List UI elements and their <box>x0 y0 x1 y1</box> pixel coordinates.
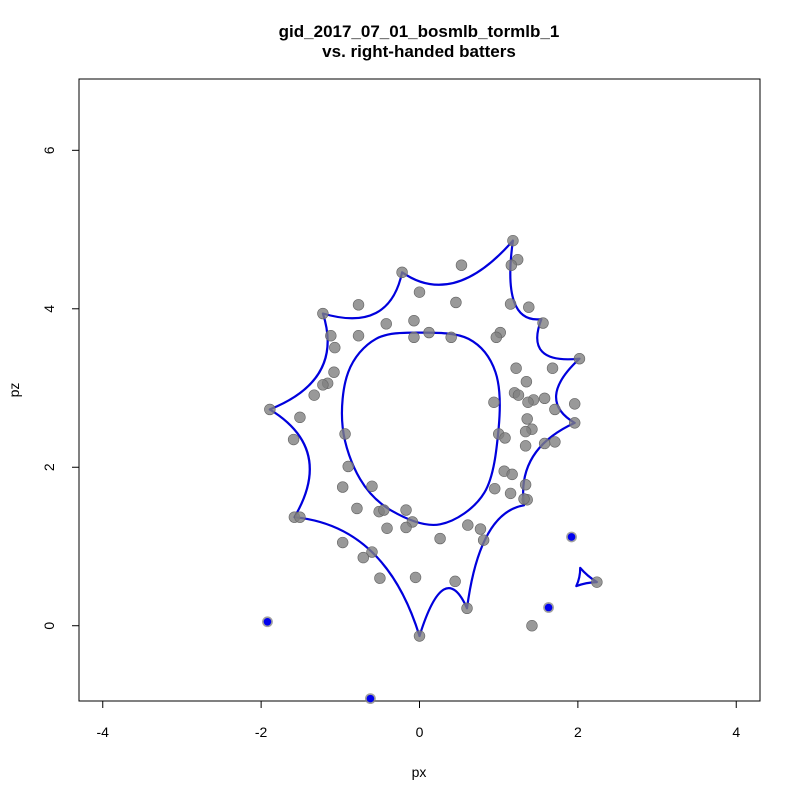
pitch-point <box>538 392 551 405</box>
pitch-point <box>329 341 341 354</box>
pitch-point <box>462 519 474 531</box>
pitch-point <box>546 362 559 374</box>
y-axis: 0 2 4 6 <box>41 146 80 630</box>
pitch-point <box>366 480 378 492</box>
x-tick-label: -2 <box>255 724 268 740</box>
pitch-point <box>549 403 561 416</box>
pitch-point <box>518 493 530 505</box>
pitch-point <box>474 523 487 535</box>
pitch-point <box>336 536 349 549</box>
pitch-point <box>325 330 337 342</box>
pitch-point <box>504 487 517 500</box>
pitch-point <box>328 366 340 378</box>
x-tick-label: 2 <box>574 724 582 740</box>
y-tick-label: 6 <box>41 146 57 154</box>
pitch-point <box>400 521 412 534</box>
x-tick-label: 0 <box>416 724 424 740</box>
pitch-point <box>351 502 363 515</box>
x-axis: -4 -2 0 2 4 <box>97 700 740 740</box>
pitch-point <box>506 468 518 481</box>
pitch-point <box>445 331 457 344</box>
pitch-point <box>537 317 549 329</box>
pitch-point <box>512 389 525 401</box>
pitch-point <box>519 440 532 452</box>
pitch-point <box>264 403 276 416</box>
pitch-point <box>455 259 468 271</box>
pitch-point <box>380 318 392 330</box>
pitch-point <box>374 572 386 584</box>
pitch-point-highlight <box>544 603 553 612</box>
pitch-point <box>336 481 349 493</box>
pitch-point <box>450 296 462 309</box>
pitch-point <box>434 532 446 545</box>
pitch-point <box>569 398 581 410</box>
y-axis-label: pz <box>6 383 22 398</box>
x-tick-label: 4 <box>732 724 740 740</box>
pitch-point <box>352 330 365 342</box>
pitch-point <box>339 428 351 440</box>
pitch-point <box>520 375 533 388</box>
pitch-point <box>317 307 329 320</box>
chart-subtitle: vs. right-handed batters <box>322 42 516 61</box>
pitch-point-highlight <box>263 617 272 626</box>
pitch-point <box>342 460 354 473</box>
pitch-point <box>549 436 561 448</box>
pitch-point <box>396 266 408 279</box>
y-tick-label: 0 <box>41 622 57 630</box>
y-tick-label: 4 <box>41 305 57 313</box>
chart-title: gid_2017_07_01_bosmlb_tormlb_1 <box>279 22 560 41</box>
pitch-point <box>519 425 532 438</box>
pitch-point <box>378 504 390 516</box>
pitch-point <box>591 576 603 588</box>
y-tick-label: 2 <box>41 463 57 471</box>
pitch-point <box>287 433 300 446</box>
pitch-point <box>523 301 535 313</box>
pitch-point <box>408 314 420 327</box>
boundary-inner <box>340 331 501 526</box>
pitch-point-highlight <box>366 694 375 703</box>
pitch-point <box>477 534 490 546</box>
pitch-point <box>366 546 378 558</box>
pitch-point <box>413 286 426 298</box>
pitch-points <box>262 234 603 705</box>
pitch-point <box>488 396 500 408</box>
pitch-point <box>522 396 534 408</box>
pitch-point <box>489 482 501 495</box>
pitch-point-highlight <box>567 533 576 541</box>
boundary-small-triangle <box>575 566 598 588</box>
pitch-point <box>308 389 320 401</box>
pitch-point <box>507 234 519 247</box>
pitch-point <box>317 379 329 391</box>
pitch-point <box>413 630 426 642</box>
pitch-point <box>519 478 532 491</box>
pitch-point <box>461 602 473 614</box>
pitch-point <box>538 437 551 450</box>
pitch-point <box>490 331 503 344</box>
pitch-point <box>526 620 538 632</box>
pitch-point <box>573 353 586 365</box>
pitch-point <box>400 504 412 516</box>
pitch-point <box>521 413 533 425</box>
pitch-point <box>504 298 517 310</box>
pitch-point <box>499 432 511 444</box>
pitch-point <box>505 259 518 271</box>
boundary-outer <box>268 239 581 638</box>
pitch-point <box>294 411 306 424</box>
pitch-point <box>381 522 393 534</box>
pitch-point <box>449 575 461 588</box>
pitch-point <box>294 511 306 523</box>
x-axis-label: px <box>412 764 427 780</box>
pitch-point <box>357 551 369 564</box>
plot-area <box>78 78 761 702</box>
zone-boundaries <box>268 239 598 638</box>
pitch-point <box>408 331 420 344</box>
pitch-point <box>409 571 422 584</box>
pitch-point <box>423 326 435 339</box>
pitch-point <box>352 299 365 311</box>
pitch-point <box>510 362 522 374</box>
x-tick-label: -4 <box>97 724 110 740</box>
pitch-point <box>569 417 581 429</box>
